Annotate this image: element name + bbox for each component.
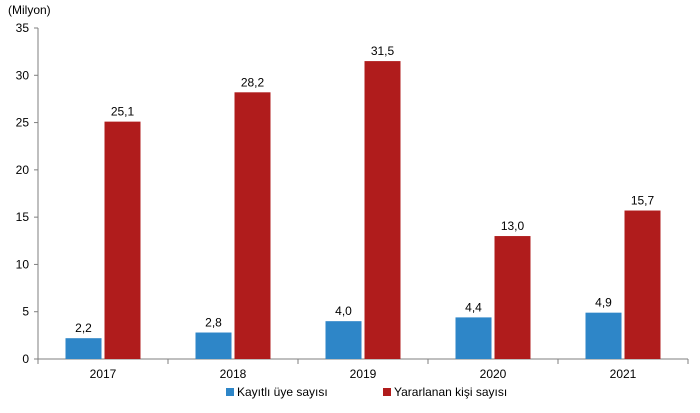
- bar-kayitli-2021: [585, 312, 622, 359]
- legend: Kayıtlı üye sayısı Yararlanan kişi sayısı: [226, 385, 507, 399]
- y-tick-label: 5: [22, 305, 29, 319]
- y-tick-label: 15: [16, 210, 30, 224]
- bars: [65, 61, 661, 360]
- data-label: 28,2: [241, 75, 265, 89]
- bar-kayitli-2018: [195, 332, 232, 359]
- bar-yararlanan-2019: [364, 61, 401, 359]
- data-label: 13,0: [501, 219, 525, 233]
- x-axis: 2017 2018 2019 2020 2021: [37, 358, 689, 381]
- y-tick-label: 25: [16, 116, 30, 130]
- y-tick-label: 0: [22, 352, 29, 366]
- y-tick-label: 35: [16, 21, 30, 35]
- data-label: 2,2: [75, 321, 92, 335]
- unit-label: (Milyon): [8, 3, 51, 17]
- data-label: 4,4: [465, 300, 482, 314]
- legend-swatch: [226, 388, 234, 396]
- y-tick-label: 30: [16, 68, 30, 82]
- data-label: 2,8: [205, 316, 222, 330]
- data-label: 15,7: [631, 194, 655, 208]
- bar-yararlanan-2020: [494, 236, 531, 359]
- bar-kayitli-2020: [455, 317, 492, 359]
- x-tick-label: 2021: [610, 367, 637, 381]
- data-label: 4,9: [595, 296, 612, 310]
- y-tick-label: 10: [16, 257, 30, 271]
- y-axis: 0 5 10 15 20 25 30 35: [16, 21, 39, 366]
- y-tick-label: 20: [16, 163, 30, 177]
- legend-swatch: [383, 388, 391, 396]
- x-tick-label: 2017: [90, 367, 117, 381]
- x-tick-label: 2019: [350, 367, 377, 381]
- data-label: 4,0: [335, 304, 352, 318]
- bar-yararlanan-2017: [104, 121, 141, 359]
- legend-label: Kayıtlı üye sayısı: [237, 385, 328, 399]
- x-tick-label: 2018: [220, 367, 247, 381]
- data-labels: 2,2 25,1 2,8 28,2 4,0 31,5 4,4 13,0 4,9 15,7: [75, 44, 654, 335]
- data-label: 31,5: [371, 44, 395, 58]
- x-tick-label: 2020: [480, 367, 507, 381]
- legend-label: Yararlanan kişi sayısı: [394, 385, 507, 399]
- bar-kayitli-2017: [65, 338, 102, 359]
- bar-kayitli-2019: [325, 321, 362, 359]
- bar-yararlanan-2018: [234, 92, 271, 360]
- data-label: 25,1: [111, 105, 135, 119]
- bar-yararlanan-2021: [624, 210, 661, 359]
